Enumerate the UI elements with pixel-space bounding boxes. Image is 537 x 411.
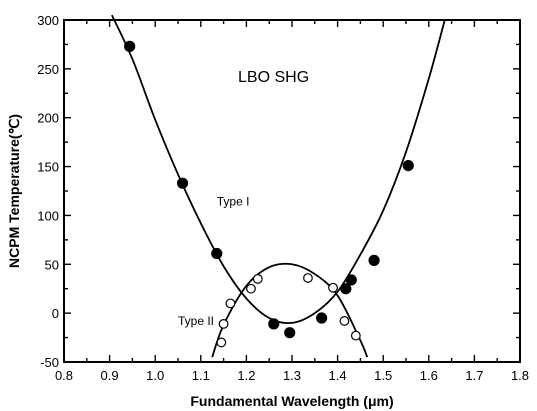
x-tick-label: 1.4 bbox=[329, 368, 347, 383]
axis-ticks: 0.8 0.9 1.0 1.1 1.2 1.3 1.4 1.5 1.6 1.7 1.8 -50 0 50 1… bbox=[37, 13, 529, 383]
y-axis-title: NCPM Temperature(℃) bbox=[6, 114, 22, 268]
x-tick-label: 1.7 bbox=[465, 368, 483, 383]
data-point-filled bbox=[402, 159, 414, 172]
x-tick-label: 1.8 bbox=[511, 368, 529, 383]
x-tick-label: 1.3 bbox=[283, 368, 301, 383]
data-point-open bbox=[252, 274, 263, 284]
data-point-filled bbox=[368, 254, 380, 266]
data-point-filled bbox=[345, 274, 357, 286]
data-point-open bbox=[350, 330, 361, 341]
data-point-filled bbox=[211, 247, 223, 260]
fit-curve-3 bbox=[211, 262, 369, 358]
data-point-filled bbox=[124, 40, 136, 52]
y-tick-label: 250 bbox=[37, 62, 59, 77]
x-axis-title: Fundamental Wavelength (μm) bbox=[190, 393, 393, 409]
data-point-filled bbox=[340, 283, 352, 295]
data-point-filled bbox=[176, 177, 189, 189]
y-tick-label: 150 bbox=[37, 160, 59, 175]
data-point-open bbox=[246, 283, 256, 294]
data-point-open bbox=[339, 316, 350, 326]
data-point-open bbox=[216, 337, 227, 348]
x-tick-label: 1.1 bbox=[192, 368, 210, 383]
data-point-filled bbox=[316, 312, 328, 324]
chart-title: LBO SHG bbox=[238, 69, 309, 86]
annotation-type-i: Type I bbox=[217, 195, 250, 209]
x-tick-label: 1.2 bbox=[237, 368, 255, 383]
data-point-open bbox=[303, 273, 313, 283]
x-tick-label: 0.9 bbox=[101, 368, 119, 383]
data-point-filled bbox=[284, 327, 296, 339]
y-tick-label: 50 bbox=[45, 257, 59, 272]
y-tick-label: 0 bbox=[52, 306, 59, 321]
data-point-open bbox=[218, 318, 229, 329]
data-point-open bbox=[225, 298, 236, 309]
y-tick-label: 100 bbox=[37, 208, 59, 223]
x-tick-label: 1.0 bbox=[146, 368, 164, 383]
x-tick-label: 1.5 bbox=[374, 368, 392, 383]
y-tick-label: 200 bbox=[37, 111, 59, 126]
x-tick-label: 1.6 bbox=[420, 368, 438, 383]
x-tick-label: 0.8 bbox=[55, 368, 73, 383]
annotation-type-ii: Type II bbox=[178, 314, 214, 328]
y-tick-label: -50 bbox=[40, 355, 59, 370]
y-tick-label: 300 bbox=[37, 13, 59, 28]
data-point-open bbox=[328, 282, 338, 293]
fit-curves bbox=[111, 14, 446, 358]
fit-curve-2 bbox=[111, 14, 446, 325]
data-point-filled bbox=[268, 318, 280, 330]
data-points bbox=[124, 40, 414, 348]
